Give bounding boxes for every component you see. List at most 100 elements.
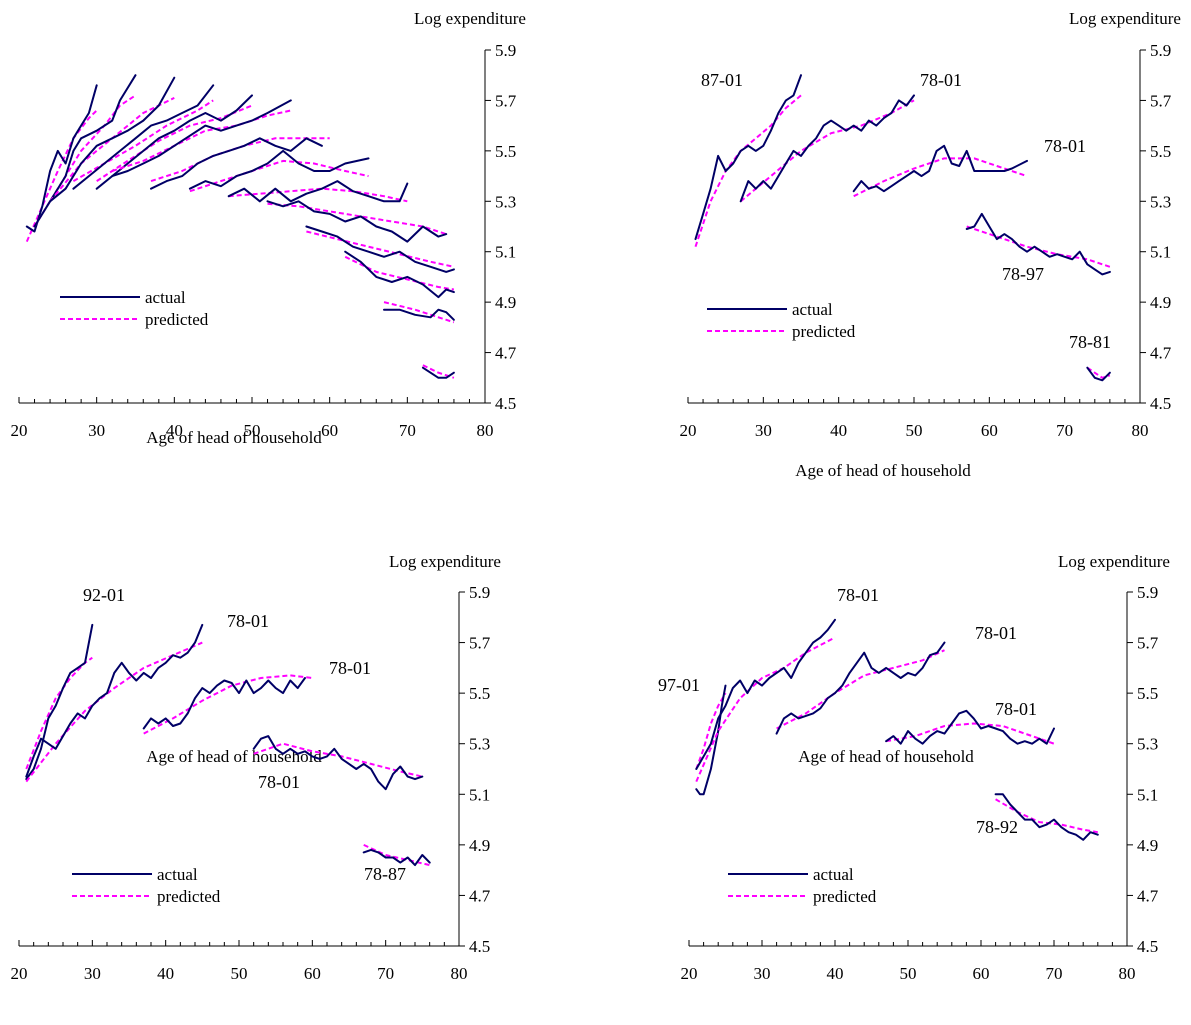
- predicted-line: [111, 109, 292, 172]
- actual-line: [188, 149, 370, 190]
- chart-bottom-right: 20 30 40 50 60 70 804.5 4.7 4.9 5.1 5.3 5.5 5.7 5.9 Lo…: [658, 552, 1170, 983]
- legend-predicted-label: predicted: [813, 887, 877, 906]
- x-tick-label: 40: [166, 421, 183, 440]
- y-tick-label: 5.3: [1150, 192, 1171, 211]
- y-tick-label: 4.7: [1150, 344, 1172, 363]
- actual-line: [965, 212, 1111, 276]
- x-tick-label: 80: [477, 421, 494, 440]
- y-axis-title: Log expenditure: [414, 9, 526, 28]
- predicted-line: [189, 159, 369, 193]
- actual-line: [25, 623, 94, 781]
- actual-line: [72, 84, 215, 190]
- x-tick-label: 60: [981, 421, 998, 440]
- legend-predicted-label: predicted: [157, 887, 221, 906]
- y-tick-label: 5.9: [469, 583, 490, 602]
- y-tick-label: 5.3: [495, 192, 516, 211]
- y-tick-label: 5.7: [495, 91, 517, 110]
- y-tick-label: 4.5: [495, 394, 516, 413]
- predicted-line: [228, 187, 408, 203]
- chart-top-right: 20 30 40 50 60 70 804.5 4.7 4.9 5.1 5.3 5.5 5.7 5.9 Lo…: [680, 9, 1181, 480]
- y-tick-label: 5.5: [469, 684, 490, 703]
- y-tick-label: 5.1: [1150, 243, 1171, 262]
- actual-line: [227, 180, 409, 203]
- y-tick-label: 5.5: [1137, 684, 1158, 703]
- y-tick-label: 4.7: [469, 886, 491, 905]
- y-tick-label: 5.3: [1137, 735, 1158, 754]
- cohort-label: 78-92: [976, 817, 1018, 837]
- y-axis-title: Log expenditure: [1069, 9, 1181, 28]
- actual-line: [775, 641, 946, 735]
- actual-line: [1086, 366, 1111, 382]
- y-tick-label: 5.1: [495, 243, 516, 262]
- cohort-label: 78-01: [920, 70, 962, 90]
- y-tick-label: 5.9: [1150, 41, 1171, 60]
- x-tick-label: 30: [754, 964, 771, 983]
- actual-line: [25, 623, 204, 778]
- cohort-label: 78-01: [1044, 136, 1086, 156]
- predicted-line: [1086, 366, 1111, 379]
- predicted-line: [995, 798, 1098, 834]
- cohort-label: 97-01: [658, 675, 700, 695]
- x-tick-label: 70: [1056, 421, 1073, 440]
- actual-line: [885, 709, 1055, 745]
- cohort-label: 78-01: [837, 585, 879, 605]
- y-tick-label: 5.7: [1137, 634, 1159, 653]
- x-axis-title: Age of head of household: [798, 747, 974, 766]
- y-tick-label: 4.5: [1137, 937, 1158, 956]
- actual-line: [142, 677, 306, 730]
- actual-line: [33, 74, 137, 228]
- predicted-line: [344, 255, 455, 291]
- predicted-line: [966, 225, 1111, 268]
- x-tick-label: 70: [377, 964, 394, 983]
- x-tick-label: 60: [304, 964, 321, 983]
- y-tick-label: 4.5: [469, 937, 490, 956]
- actual-line: [739, 94, 915, 203]
- actual-line: [49, 76, 176, 203]
- x-tick-label: 20: [680, 421, 697, 440]
- cohort-label: 78-01: [995, 699, 1037, 719]
- x-axis-title: Age of head of household: [146, 428, 322, 447]
- cohort-label: 78-81: [1069, 332, 1111, 352]
- predicted-line: [383, 301, 455, 324]
- x-tick-label: 50: [906, 421, 923, 440]
- actual-line: [252, 735, 424, 791]
- x-tick-label: 50: [244, 421, 261, 440]
- cohort-label: 78-01: [227, 611, 269, 631]
- cohort-label: 78-97: [1002, 264, 1044, 284]
- actual-line: [150, 137, 323, 190]
- cohort-label: 92-01: [83, 585, 125, 605]
- actual-line: [421, 366, 455, 379]
- y-tick-label: 4.9: [1150, 293, 1171, 312]
- predicted-line: [33, 94, 137, 228]
- y-tick-label: 4.9: [1137, 836, 1158, 855]
- x-tick-label: 30: [88, 421, 105, 440]
- actual-line: [852, 144, 1028, 193]
- predicted-line: [885, 722, 1055, 745]
- predicted-line: [96, 104, 253, 182]
- cohort-label: 78-01: [329, 658, 371, 678]
- y-tick-label: 4.9: [495, 293, 516, 312]
- cohort-label: 78-87: [364, 864, 406, 884]
- actual-line: [344, 250, 455, 299]
- legend-predicted-label: predicted: [792, 322, 856, 341]
- actual-line: [383, 308, 455, 321]
- chart-bottom-left: 20 30 40 50 60 70 804.5 4.7 4.9 5.1 5.3 5.5 5.7 5.9 Lo…: [11, 552, 501, 983]
- predicted-line: [363, 843, 430, 867]
- legend-actual-label: actual: [792, 300, 833, 319]
- y-tick-label: 5.7: [469, 634, 491, 653]
- actual-line: [694, 74, 802, 241]
- x-tick-label: 70: [1046, 964, 1063, 983]
- y-tick-label: 5.9: [495, 41, 516, 60]
- actual-line: [95, 94, 253, 190]
- y-tick-label: 5.3: [469, 735, 490, 754]
- predicted-line: [253, 742, 423, 778]
- predicted-line: [306, 230, 455, 268]
- y-tick-label: 5.1: [1137, 785, 1158, 804]
- chart-top-left: 20 30 40 50 60 70 804.5 4.7 4.9 5.1 5.3 5.5 5.7 5.9 Lo…: [11, 9, 526, 447]
- cohort-label: 78-01: [258, 772, 300, 792]
- x-tick-label: 60: [973, 964, 990, 983]
- x-tick-label: 40: [827, 964, 844, 983]
- cohort-label: 78-01: [975, 623, 1017, 643]
- y-tick-label: 4.7: [1137, 886, 1159, 905]
- x-tick-label: 80: [1119, 964, 1136, 983]
